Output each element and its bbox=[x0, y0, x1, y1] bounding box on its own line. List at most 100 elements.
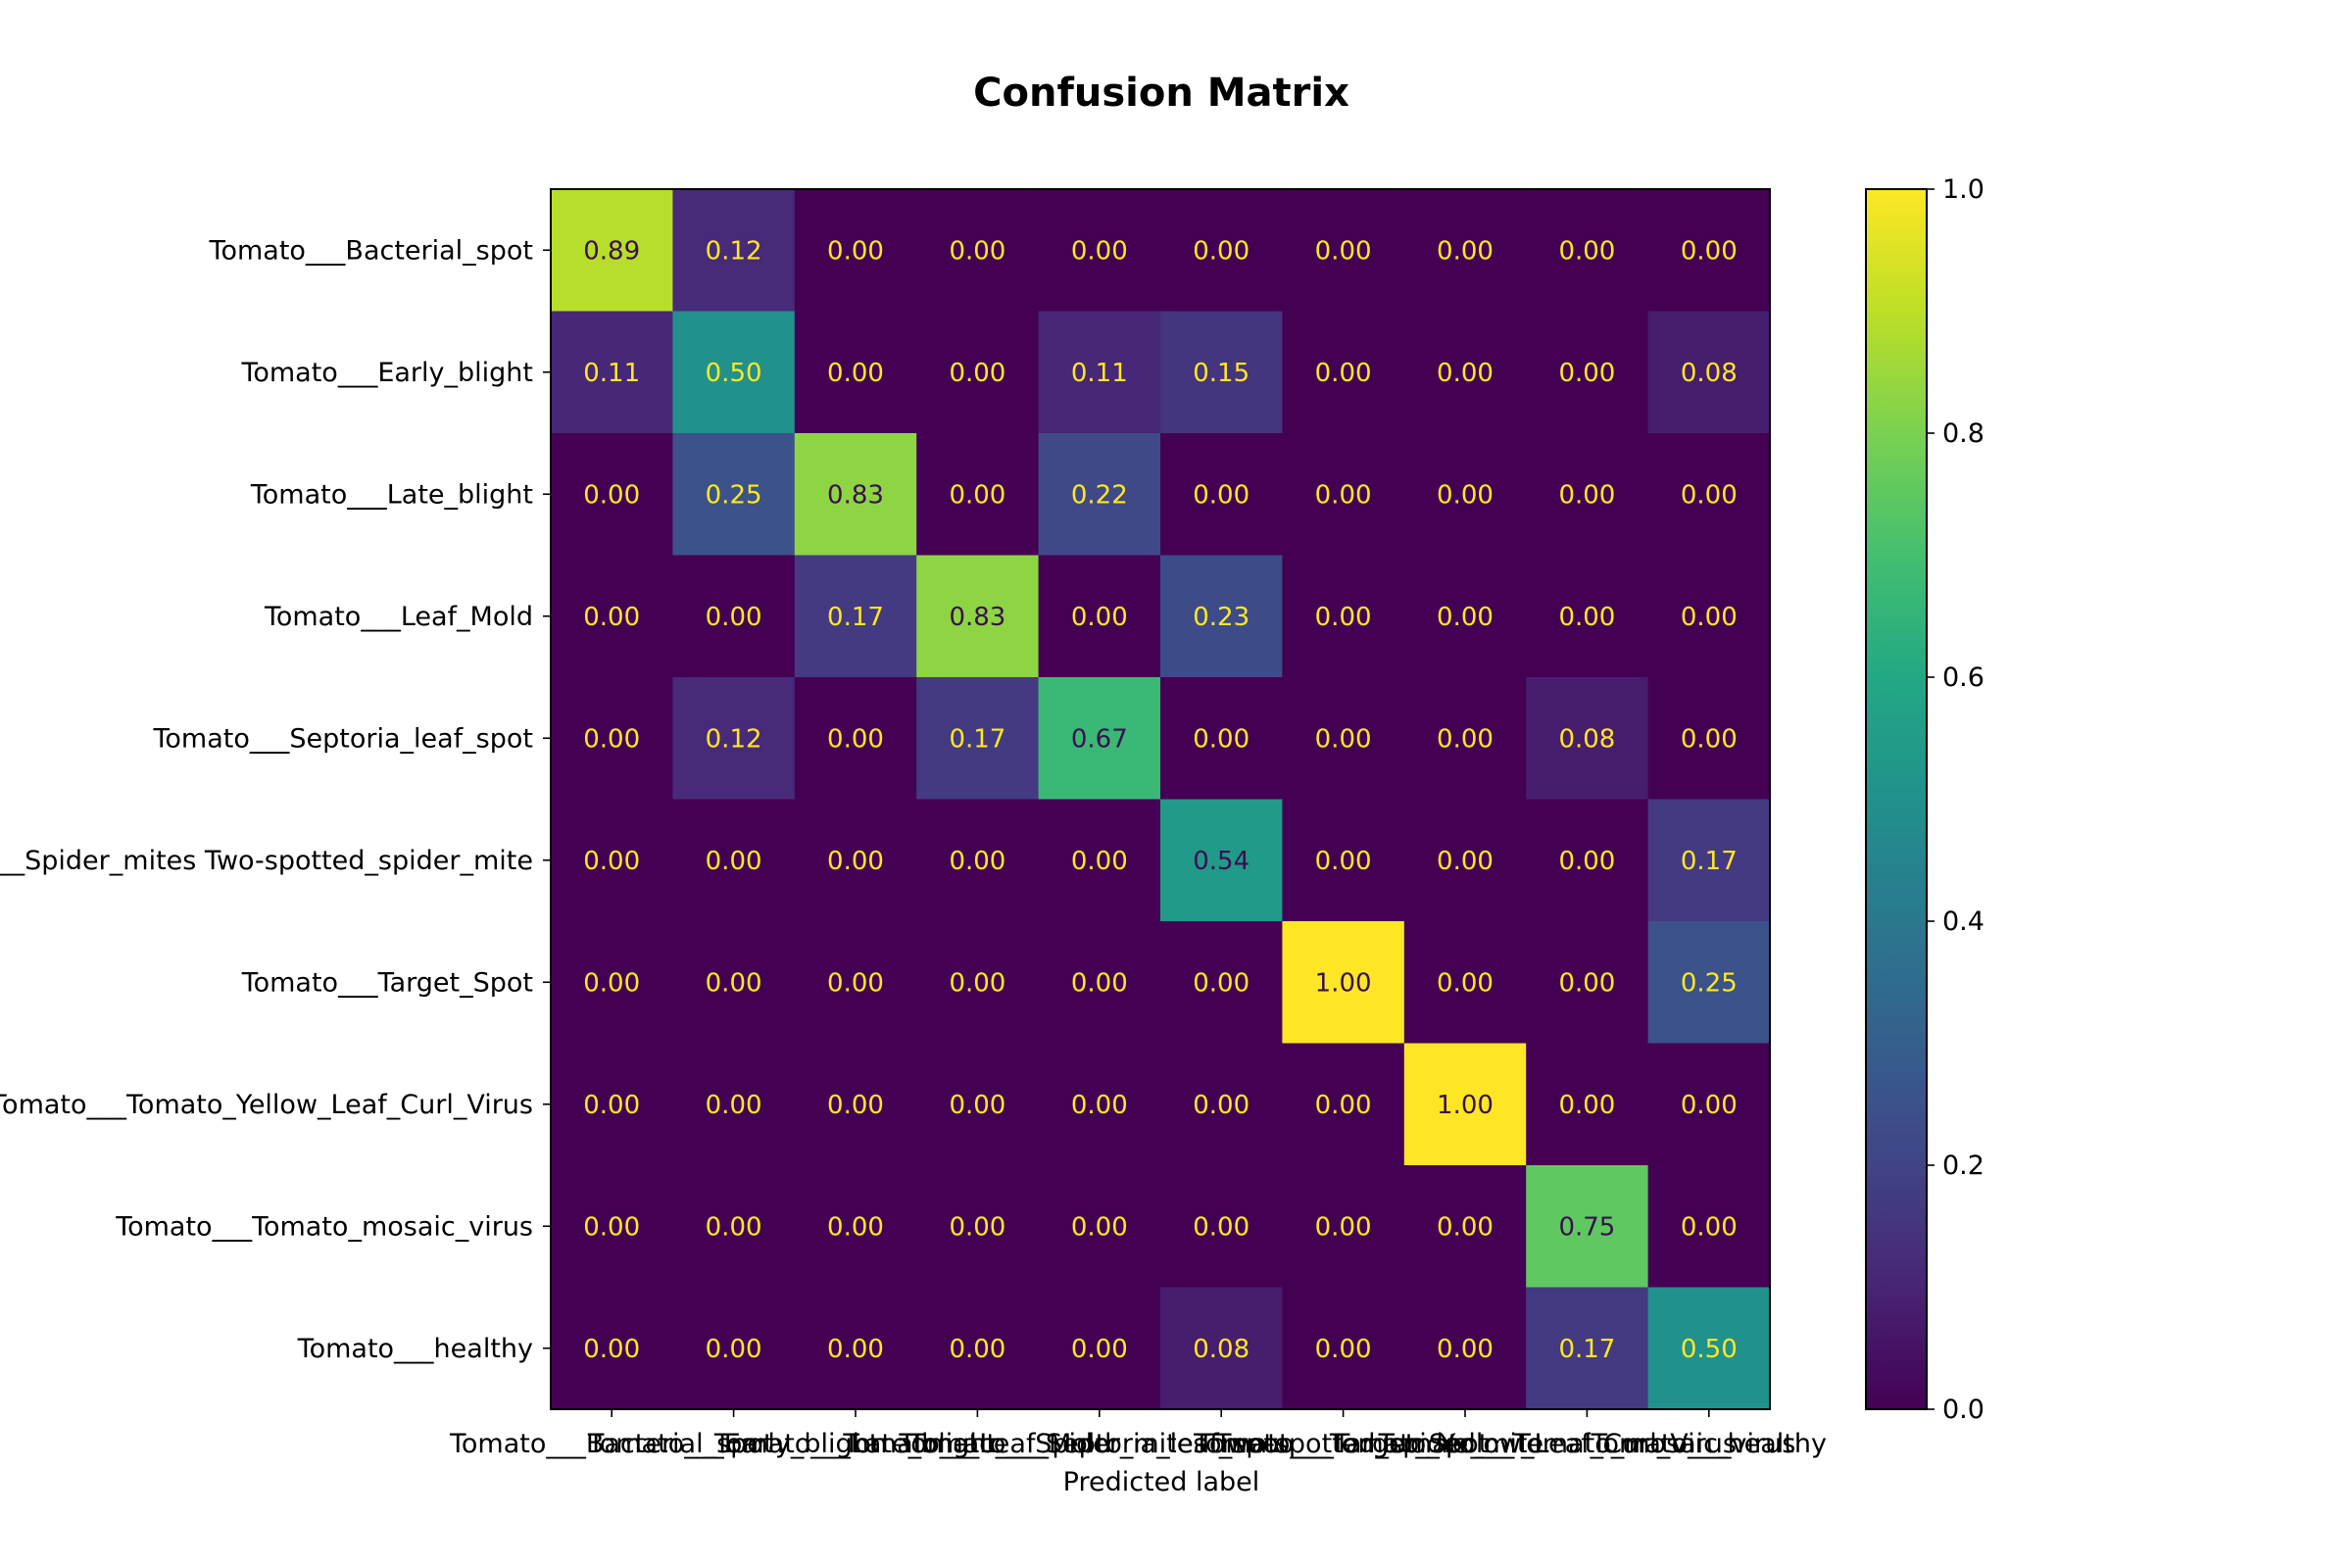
matrix-cell bbox=[1160, 555, 1283, 678]
y-tick-label: Tomato___Target_Spot bbox=[241, 967, 533, 998]
cell-value-label: 0.00 bbox=[1437, 603, 1494, 632]
cell-value-label: 0.00 bbox=[1071, 1091, 1128, 1120]
matrix-cell bbox=[1403, 433, 1527, 557]
cell-value-label: 0.22 bbox=[1071, 480, 1128, 510]
cell-value-label: 0.00 bbox=[827, 724, 884, 754]
x-axis: Tomato___Bacterial_spotTomato___Early_bl… bbox=[449, 1409, 1827, 1459]
cell-value-label: 0.17 bbox=[949, 724, 1005, 754]
matrix-cell bbox=[1403, 799, 1527, 922]
matrix-frame bbox=[550, 188, 1771, 1410]
y-tick-label: Tomato___Leaf_Mold bbox=[264, 602, 533, 632]
cell-value-label: 0.00 bbox=[1315, 359, 1372, 388]
matrix-cell bbox=[1647, 433, 1771, 557]
matrix-cell bbox=[1526, 311, 1649, 434]
matrix-cell bbox=[1038, 1165, 1161, 1289]
matrix-cell bbox=[794, 433, 917, 557]
matrix-cells bbox=[551, 189, 1771, 1410]
matrix-cell bbox=[672, 1165, 796, 1289]
matrix-cell bbox=[672, 555, 796, 678]
cell-value-label: 0.00 bbox=[1315, 236, 1372, 266]
colorbar-gradient bbox=[1865, 188, 1928, 1410]
cell-value-label: 0.00 bbox=[949, 1212, 1005, 1242]
matrix-cell bbox=[1038, 1043, 1161, 1166]
cell-value-label: 0.00 bbox=[949, 480, 1005, 510]
matrix-cell bbox=[1647, 1043, 1771, 1166]
matrix-cell bbox=[672, 311, 796, 434]
cell-value-label: 0.00 bbox=[1315, 1335, 1372, 1364]
colorbar-tick-label: 0.0 bbox=[1942, 1395, 1984, 1425]
cell-value-label: 0.00 bbox=[583, 1212, 640, 1242]
cell-value-label: 0.00 bbox=[583, 1335, 640, 1364]
matrix-cell bbox=[1526, 189, 1649, 313]
matrix-cell bbox=[1526, 799, 1649, 922]
matrix-cell bbox=[916, 555, 1040, 678]
matrix-cell bbox=[1282, 433, 1405, 557]
cell-value-label: 0.00 bbox=[1437, 480, 1494, 510]
matrix-cell bbox=[1282, 1287, 1405, 1410]
cell-value-label: 0.00 bbox=[827, 1091, 884, 1120]
cell-value-label: 0.00 bbox=[827, 847, 884, 876]
matrix-cell bbox=[1647, 677, 1771, 801]
matrix-cell bbox=[1647, 921, 1771, 1045]
cell-value-label: 0.00 bbox=[949, 1091, 1005, 1120]
matrix-cell bbox=[1647, 311, 1771, 434]
cell-value-label: 0.11 bbox=[583, 359, 640, 388]
matrix-cell bbox=[551, 433, 673, 557]
matrix-cell bbox=[1038, 189, 1161, 313]
matrix-cell bbox=[1038, 677, 1161, 801]
cell-value-label: 1.00 bbox=[1315, 968, 1372, 998]
matrix-cell bbox=[1038, 555, 1161, 678]
cell-value-label: 0.08 bbox=[1681, 359, 1738, 388]
cell-value-label: 0.00 bbox=[1437, 1212, 1494, 1242]
cell-value-label: 0.00 bbox=[1558, 480, 1615, 510]
matrix-cell bbox=[794, 1287, 917, 1410]
y-tick-label: Tomato___Tomato_mosaic_virus bbox=[115, 1211, 533, 1242]
matrix-cell bbox=[672, 799, 796, 922]
matrix-cell bbox=[672, 1043, 796, 1166]
colorbar-tick-label: 0.6 bbox=[1942, 662, 1984, 693]
cell-value-label: 0.00 bbox=[706, 603, 762, 632]
cell-value-label: 0.00 bbox=[1681, 1212, 1738, 1242]
x-tick-label: Tomato___Septoria_leaf_spot bbox=[908, 1429, 1290, 1459]
matrix-cell bbox=[916, 311, 1040, 434]
matrix-cell bbox=[916, 433, 1040, 557]
matrix-cell bbox=[1282, 1165, 1405, 1289]
matrix-cell bbox=[1647, 1165, 1771, 1289]
cell-value-label: 0.00 bbox=[1315, 847, 1372, 876]
cell-value-label: 0.00 bbox=[1071, 968, 1128, 998]
matrix-cell bbox=[672, 189, 796, 313]
cell-value-label: 0.00 bbox=[583, 847, 640, 876]
cell-value-label: 0.67 bbox=[1071, 724, 1128, 754]
cell-value-label: 0.83 bbox=[827, 480, 884, 510]
matrix-cell bbox=[1526, 677, 1649, 801]
y-tick-label: Tomato___Tomato_Yellow_Leaf_Curl_Virus bbox=[0, 1090, 533, 1120]
cell-value-label: 0.00 bbox=[706, 1335, 762, 1364]
cell-value-label: 0.00 bbox=[583, 724, 640, 754]
cell-value-label: 0.00 bbox=[1681, 724, 1738, 754]
matrix-cell bbox=[916, 677, 1040, 801]
colorbar-tick-label: 1.0 bbox=[1942, 174, 1984, 205]
y-tick-label: Tomato___Early_blight bbox=[240, 358, 533, 388]
cell-value-label: 0.00 bbox=[949, 968, 1005, 998]
matrix-cell bbox=[916, 1287, 1040, 1410]
x-tick-label: Tomato___Bacterial_spot bbox=[449, 1429, 773, 1459]
cell-value-label: 0.00 bbox=[949, 1335, 1005, 1364]
cell-value-label: 0.00 bbox=[1315, 603, 1372, 632]
cell-value-label: 0.00 bbox=[583, 1091, 640, 1120]
matrix-cell bbox=[1647, 799, 1771, 922]
y-tick-label: Tomato___healthy bbox=[297, 1334, 533, 1364]
matrix-cell bbox=[1526, 1287, 1649, 1410]
cell-value-label: 0.00 bbox=[1071, 1335, 1128, 1364]
matrix-cell bbox=[551, 921, 673, 1045]
matrix-cell bbox=[1647, 1287, 1771, 1410]
colorbar-tick-label: 0.2 bbox=[1942, 1151, 1984, 1181]
matrix-cell bbox=[916, 189, 1040, 313]
cell-value-label: 0.00 bbox=[1315, 480, 1372, 510]
matrix-cell bbox=[1403, 555, 1527, 678]
cell-value-label: 0.00 bbox=[706, 1091, 762, 1120]
cell-value-label: 0.11 bbox=[1071, 359, 1128, 388]
matrix-cell bbox=[794, 799, 917, 922]
matrix-cell bbox=[1160, 677, 1283, 801]
cell-value-label: 0.12 bbox=[706, 724, 762, 754]
